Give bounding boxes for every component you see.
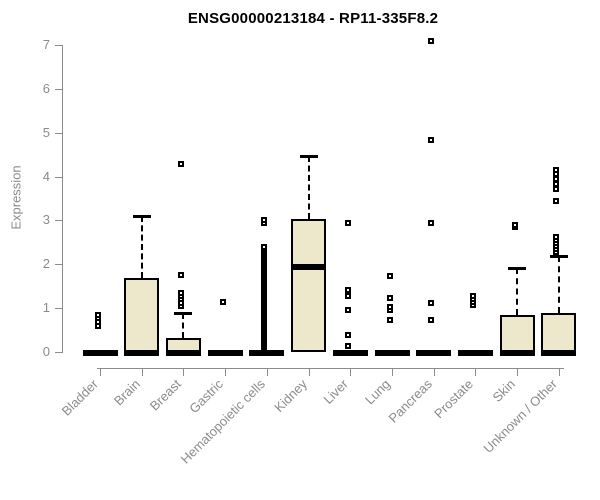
whisker — [182, 312, 185, 338]
x-tick — [141, 368, 143, 376]
outlier-point — [177, 271, 184, 278]
x-tick — [266, 368, 268, 376]
outlier-point — [344, 306, 351, 313]
y-tick-label: 1 — [42, 300, 50, 316]
x-category-label: Unknown / Other — [480, 376, 560, 456]
chart-title: ENSG00000213184 - RP11-335F8.2 — [187, 10, 439, 27]
y-tick-label: 7 — [42, 37, 50, 52]
x-tick — [100, 368, 101, 376]
outlier-point — [511, 221, 518, 228]
y-tick-label: 0 — [42, 344, 50, 359]
outlier-point — [344, 220, 351, 227]
y-tick — [55, 352, 62, 353]
y-tick — [55, 45, 62, 46]
x-tick — [517, 368, 519, 376]
y-tick — [55, 176, 62, 178]
whisker — [516, 267, 519, 316]
whisker — [557, 255, 560, 313]
outlier-point — [386, 316, 393, 323]
whisker — [140, 216, 143, 278]
median-line — [82, 350, 118, 356]
outlier-point — [428, 137, 435, 144]
outlier-point — [344, 342, 351, 349]
outlier-point — [261, 243, 268, 250]
box — [499, 315, 535, 352]
outlier-point — [386, 304, 393, 311]
y-tick-label: 4 — [42, 168, 50, 184]
whisker-cap — [549, 254, 568, 258]
y-tick — [55, 308, 62, 310]
outlier-point — [177, 289, 184, 296]
y-tick — [55, 220, 62, 222]
outlier-point — [428, 299, 435, 306]
whisker-cap — [508, 266, 527, 270]
y-tick-label: 6 — [42, 80, 50, 96]
outlier-point — [553, 233, 560, 240]
y-tick — [55, 88, 62, 90]
median-line — [374, 350, 410, 356]
outlier-point — [428, 38, 435, 45]
outlier-point — [386, 294, 393, 301]
y-tick — [55, 264, 62, 266]
whisker — [307, 155, 310, 220]
y-axis-line — [62, 45, 63, 353]
x-tick — [308, 368, 310, 376]
median-line — [207, 350, 243, 356]
median-line — [499, 350, 535, 356]
x-tick — [392, 368, 394, 376]
median-line — [457, 350, 493, 356]
median-line — [332, 350, 368, 356]
outlier-point — [94, 311, 101, 318]
median-line — [165, 350, 201, 356]
median-line — [124, 350, 160, 356]
y-tick-label: 3 — [42, 212, 50, 228]
x-tick — [433, 368, 435, 376]
median-line — [541, 350, 577, 356]
whisker-cap — [132, 215, 151, 219]
outlier-point — [344, 331, 351, 338]
box — [541, 312, 577, 352]
outlier-point — [344, 287, 351, 294]
x-tick — [350, 368, 352, 376]
x-axis-line — [97, 368, 564, 369]
outlier-point — [428, 316, 435, 323]
x-tick — [225, 368, 227, 376]
outlier-point — [219, 299, 226, 305]
x-tick — [558, 368, 560, 376]
whisker-cap — [299, 154, 318, 158]
y-tick-label: 5 — [42, 124, 50, 140]
outlier-point — [344, 292, 351, 299]
outlier-point — [553, 197, 560, 204]
outlier-point — [428, 220, 435, 227]
median-line — [249, 350, 285, 356]
median-line — [291, 264, 327, 271]
box — [291, 219, 327, 352]
outlier-point — [553, 166, 560, 173]
box — [124, 277, 160, 352]
x-tick — [183, 368, 185, 376]
outlier-point — [386, 272, 393, 279]
y-tick-label: 2 — [42, 256, 50, 272]
median-line — [416, 350, 452, 356]
outlier-point — [177, 160, 184, 167]
whisker-cap — [174, 311, 193, 315]
y-tick — [55, 132, 62, 134]
outlier-point — [261, 217, 268, 224]
outlier-point — [469, 293, 476, 300]
x-tick — [475, 368, 477, 376]
